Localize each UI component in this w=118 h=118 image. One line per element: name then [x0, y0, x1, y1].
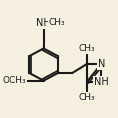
Text: CH₃: CH₃ [79, 44, 95, 53]
Text: N: N [98, 59, 105, 69]
Text: NH: NH [94, 77, 109, 87]
Text: OCH₃: OCH₃ [3, 76, 27, 85]
Text: CH₃: CH₃ [49, 18, 65, 27]
Text: CH₃: CH₃ [79, 93, 95, 102]
Text: NH: NH [36, 18, 51, 28]
